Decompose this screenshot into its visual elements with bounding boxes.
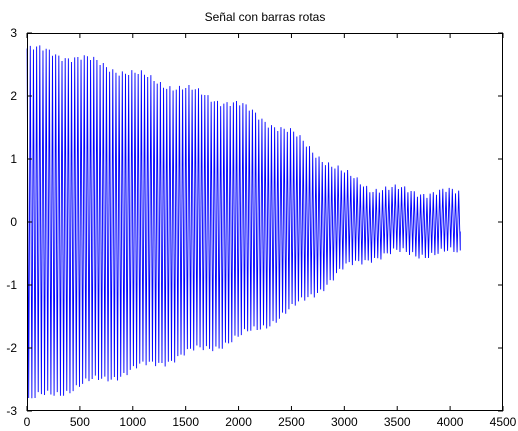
y-tick-label: -3 xyxy=(6,404,17,418)
chart-title: Señal con barras rotas xyxy=(205,10,326,24)
x-tick-label: 500 xyxy=(70,415,90,429)
y-tick-label: 0 xyxy=(10,215,17,229)
x-tick-label: 3500 xyxy=(384,415,411,429)
y-tick-label: 1 xyxy=(10,152,17,166)
x-tick-label: 1000 xyxy=(119,415,146,429)
signal-line xyxy=(26,45,461,399)
x-tick-label: 2000 xyxy=(225,415,252,429)
x-tick-label: 0 xyxy=(24,415,31,429)
y-tick-label: -1 xyxy=(6,278,17,292)
x-tick-label: 4000 xyxy=(437,415,464,429)
y-tick-label: 2 xyxy=(10,89,17,103)
y-tick-label: -2 xyxy=(6,341,17,355)
x-tick-label: 2500 xyxy=(278,415,305,429)
x-tick-label: 3000 xyxy=(331,415,358,429)
x-tick-label: 4500 xyxy=(490,415,517,429)
x-tick-label: 1500 xyxy=(172,415,199,429)
ticks-layer: 0 500 1000 1500 2000 2500 3000 3500 4000 4500 -3 -2… xyxy=(6,26,516,429)
y-tick-label: 3 xyxy=(10,26,17,40)
signal-layer xyxy=(26,45,461,399)
